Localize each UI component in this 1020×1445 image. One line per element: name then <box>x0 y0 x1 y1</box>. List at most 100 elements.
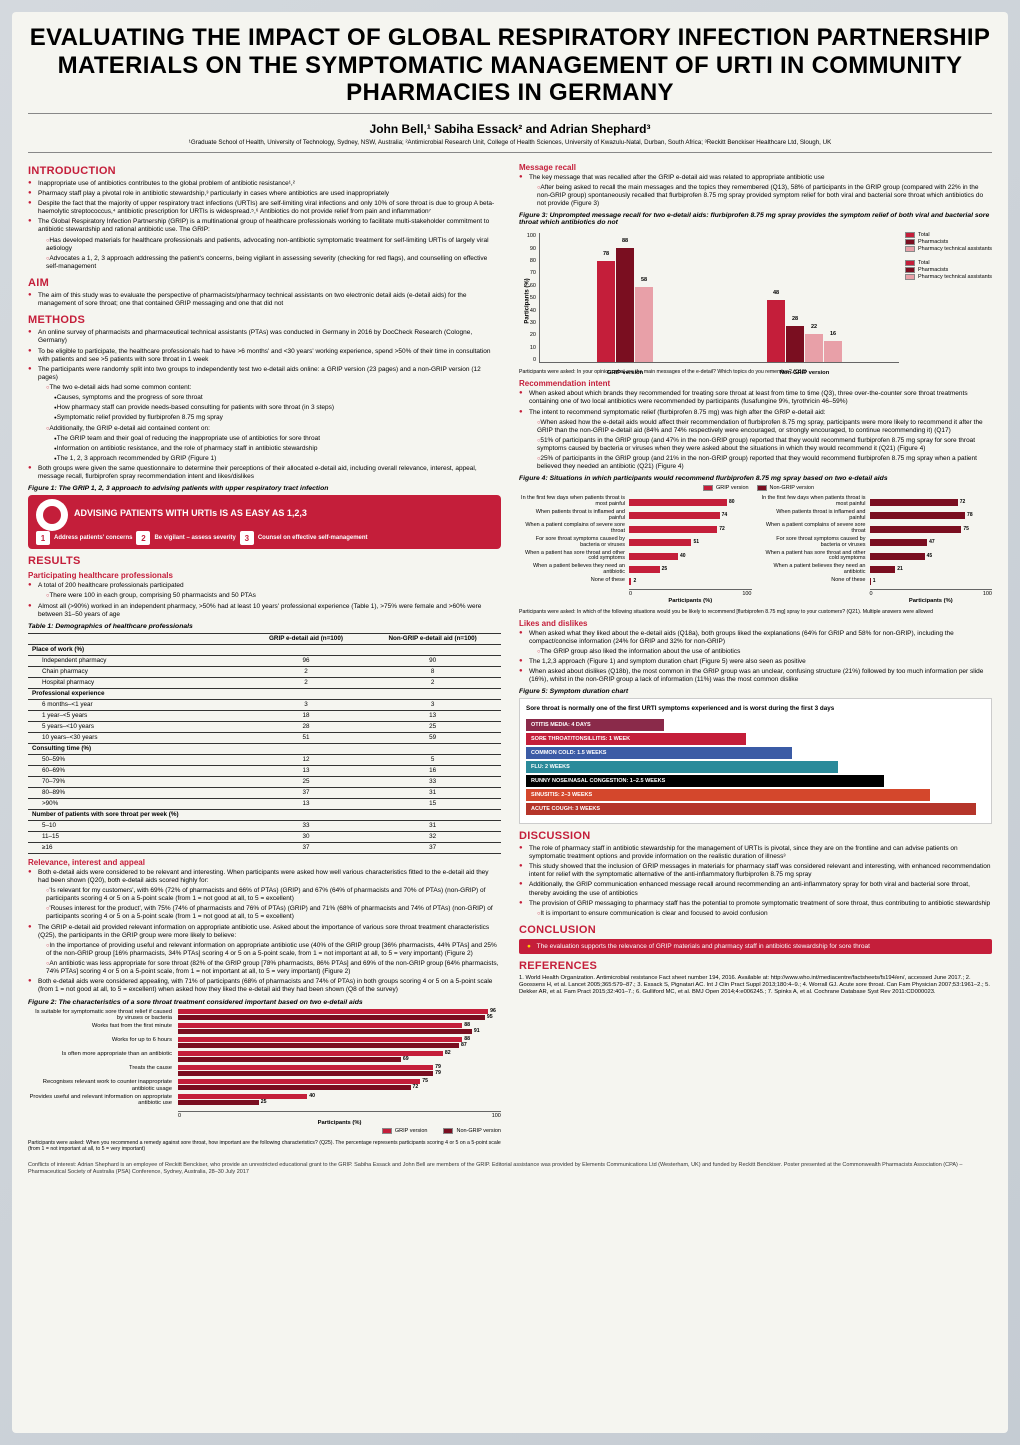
list-item: 51% of participants in the GRIP group (a… <box>519 437 992 453</box>
list-item: Information on antibiotic resistance, an… <box>28 445 501 453</box>
php-subhead: Participating healthcare professionals <box>28 571 501 580</box>
fig3-legend: TotalPharmacistsPharmacy technical assis… <box>905 232 992 364</box>
rel-list: Both e-detail aids were considered to be… <box>28 869 501 995</box>
list-item: Causes, symptoms and the progress of sor… <box>28 394 501 402</box>
fig3-bars: 788858GRIP version48282216Non-GRIP versi… <box>539 233 899 363</box>
list-item: An online survey of pharmacists and phar… <box>28 329 501 345</box>
step-3-label: Counsel on effective self-management <box>258 535 368 541</box>
fig4-caption: Figure 4: Situations in which participan… <box>519 475 992 482</box>
msg-list: The key message that was recalled after … <box>519 174 992 209</box>
rec-subhead: Recommendation intent <box>519 379 992 388</box>
poster: EVALUATING THE IMPACT OF GLOBAL RESPIRAT… <box>12 12 1008 1433</box>
list-item: The 1,2,3 approach (Figure 1) and sympto… <box>519 658 992 666</box>
intro-list: Inappropriate use of antibiotics contrib… <box>28 180 501 271</box>
list-item: 25% of participants in the GRIP group (a… <box>519 455 992 471</box>
list-item: This study showed that the inclusion of … <box>519 863 992 879</box>
tbl1-caption: Table 1: Demographics of healthcare prof… <box>28 623 501 630</box>
fig1-title: ADVISING PATIENTS WITH URTIs IS AS EASY … <box>74 508 307 518</box>
list-item: Inappropriate use of antibiotics contrib… <box>28 180 501 188</box>
tbl1-h0 <box>28 633 248 644</box>
fig3-chart: Participants (%) 1009080706050403020100 … <box>519 233 899 363</box>
affiliations: ¹Graduate School of Health, University o… <box>28 139 992 146</box>
php-list: A total of 200 healthcare professionals … <box>28 582 501 619</box>
results-head: RESULTS <box>28 555 501 567</box>
list-item: Additionally, the GRIP communication enh… <box>519 881 992 897</box>
list-item: Almost all (>90%) worked in an independe… <box>28 603 501 619</box>
list-item: Both e-detail aids were considered to be… <box>28 869 501 885</box>
aim-head: AIM <box>28 277 501 289</box>
table-1: GRIP e-detail aid (n=100) Non-GRIP e-det… <box>28 633 501 854</box>
list-item: The 1, 2, 3 approach recommended by GRIP… <box>28 455 501 463</box>
list-item: The GRIP e-detail aid provided relevant … <box>28 924 501 940</box>
main-title: EVALUATING THE IMPACT OF GLOBAL RESPIRAT… <box>28 24 992 107</box>
right-column: Message recall The key message that was … <box>519 159 992 1154</box>
divider <box>28 113 992 114</box>
list-item: Despite the fact that the majority of up… <box>28 200 501 216</box>
list-item: Both groups were given the same question… <box>28 465 501 481</box>
list-item: When asked how the e-detail aids would a… <box>519 419 992 435</box>
list-item: The key message that was recalled after … <box>519 174 992 182</box>
list-item: How pharmacy staff can provide needs-bas… <box>28 404 501 412</box>
list-item: Has developed materials for healthcare p… <box>28 237 501 253</box>
fig5-box: Sore throat is normally one of the first… <box>519 698 992 824</box>
fig1-steps: 1 Address patients' concerns 2 Be vigila… <box>36 531 493 545</box>
fig1-caption: Figure 1: The GRIP 1, 2, 3 approach to a… <box>28 485 501 492</box>
fig2-chart: Is suitable for symptomatic sore throat … <box>28 1009 501 1134</box>
likes-subhead: Likes and dislikes <box>519 619 992 628</box>
fig2-footnote: Participants were asked: When you recomm… <box>28 1140 501 1152</box>
list-item: Pharmacy staff play a pivotal role in an… <box>28 190 501 198</box>
list-item: The intent to recommend symptomatic reli… <box>519 409 992 417</box>
likes-list: When asked what they liked about the e-d… <box>519 630 992 685</box>
list-item: The aim of this study was to evaluate th… <box>28 292 501 308</box>
columns: INTRODUCTION Inappropriate use of antibi… <box>28 159 992 1154</box>
list-item: The GRIP team and their goal of reducing… <box>28 435 501 443</box>
step-2-label: Be vigilant – assess severity <box>154 535 235 541</box>
fig5-bars: OTITIS MEDIA: 4 DAYSSORE THROAT/TONSILLI… <box>526 719 985 815</box>
list-item: When asked what they liked about the e-d… <box>519 630 992 646</box>
list-item: Advocates a 1, 2, 3 approach addressing … <box>28 255 501 271</box>
conclusion-text: The evaluation supports the relevance of… <box>537 943 870 950</box>
list-item: A total of 200 healthcare professionals … <box>28 582 501 590</box>
divider <box>28 152 992 153</box>
intro-head: INTRODUCTION <box>28 165 501 177</box>
fig4-chart: In the first few days when patients thro… <box>519 496 992 605</box>
list-item: There were 100 in each group, comprising… <box>28 592 501 600</box>
conclusion-box: The evaluation supports the relevance of… <box>519 939 992 954</box>
methods-list: An online survey of pharmacists and phar… <box>28 329 501 481</box>
conc-head: CONCLUSION <box>519 924 992 936</box>
disc-head: DISCUSSION <box>519 830 992 842</box>
fig1-banner: ADVISING PATIENTS WITH URTIs IS AS EASY … <box>28 495 501 549</box>
list-item: 'Is relevant for my customers', with 69%… <box>28 887 501 903</box>
list-item: An antibiotic was less appropriate for s… <box>28 960 501 976</box>
fig5-caption: Figure 5: Symptom duration chart <box>519 688 992 695</box>
tbl1-h2: Non-GRIP e-detail aid (n=100) <box>364 633 501 644</box>
fig4-footnote: Participants were asked: In which of the… <box>519 609 992 615</box>
fig4-legend-non: Non-GRIP version <box>770 485 815 491</box>
grip-logo-icon <box>36 499 68 531</box>
rec-list: When asked about which brands they recom… <box>519 390 992 471</box>
refs-text: 1. World Health Organization. Antimicrob… <box>519 975 992 997</box>
list-item: Symptomatic relief provided by flurbipro… <box>28 414 501 422</box>
authors: John Bell,¹ Sabiha Essack² and Adrian Sh… <box>28 122 992 136</box>
list-item: The two e-detail aids had some common co… <box>28 384 501 392</box>
fig3-caption: Figure 3: Unprompted message recall for … <box>519 212 992 226</box>
list-item: After being asked to recall the main mes… <box>519 184 992 208</box>
rel-subhead: Relevance, interest and appeal <box>28 858 501 867</box>
list-item: The participants were randomly split int… <box>28 366 501 382</box>
step-1-num: 1 <box>36 531 50 545</box>
tbl1-h1: GRIP e-detail aid (n=100) <box>248 633 364 644</box>
list-item: When asked about dislikes (Q18b), the mo… <box>519 668 992 684</box>
list-item: It is important to ensure communication … <box>519 910 992 918</box>
aim-list: The aim of this study was to evaluate th… <box>28 292 501 308</box>
fig4-legend-grip: GRIP version <box>716 485 749 491</box>
list-item: To be eligible to participate, the healt… <box>28 348 501 364</box>
fig3-yaxis-label: Participants (%) <box>525 279 531 324</box>
left-column: INTRODUCTION Inappropriate use of antibi… <box>28 159 501 1154</box>
fig5-title: Sore throat is normally one of the first… <box>526 705 985 713</box>
fig3-footnote: Participants were asked: In your opinion… <box>519 369 992 375</box>
methods-head: METHODS <box>28 314 501 326</box>
disc-list: The role of pharmacy staff in antibiotic… <box>519 845 992 918</box>
step-1-label: Address patients' concerns <box>54 535 132 541</box>
list-item: 'Rouses interest for the product', with … <box>28 905 501 921</box>
list-item: The provision of GRIP messaging to pharm… <box>519 900 992 908</box>
